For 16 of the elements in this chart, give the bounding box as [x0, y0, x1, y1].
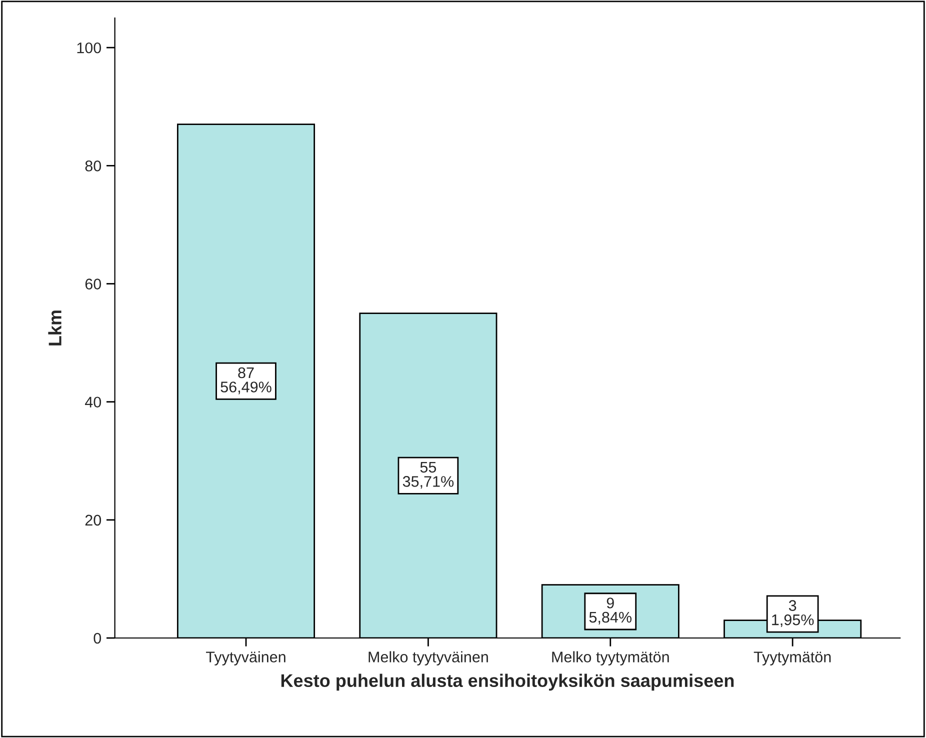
y-axis-title: Lkm [48, 310, 62, 346]
data-label: 3 1,95% [772, 600, 814, 628]
y-tick-label: 60 [85, 278, 102, 290]
x-tick-label: Melko tyytymätön [552, 651, 669, 666]
y-tick-label: 80 [85, 160, 102, 172]
x-tick-label: Tyytyväinen [206, 651, 286, 666]
y-tick-label: 20 [85, 514, 102, 526]
x-tick-label: Tyytymätön [754, 652, 831, 666]
data-label: 9 5,84% [589, 598, 632, 624]
data-label: 87 56,49% [220, 367, 272, 394]
y-tick-label: 40 [84, 396, 102, 408]
y-tick-label: 100 [77, 42, 102, 54]
y-tick-label: 0 [94, 632, 102, 644]
x-tick-label: Melko tyytyväinen [368, 651, 488, 666]
data-label: 55 35,71% [402, 462, 454, 489]
x-axis-title: Kesto puhelun alusta ensihoitoyksikön saapumiseen [281, 674, 734, 691]
